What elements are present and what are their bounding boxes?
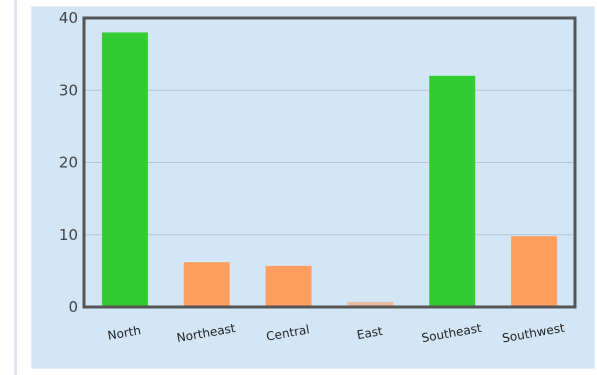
bar-east <box>347 301 394 307</box>
x-category-label: Southwest <box>501 321 566 346</box>
bar-southeast <box>429 75 476 307</box>
plot-frame <box>82 16 577 309</box>
bar-north <box>101 32 148 307</box>
y-tick-label: 0 <box>68 298 78 316</box>
x-category-label: Northeast <box>176 321 237 345</box>
bar-central <box>265 265 312 307</box>
x-category-label: East <box>356 324 384 342</box>
x-category-label: Central <box>265 322 310 343</box>
y-tick-label: 20 <box>59 154 78 172</box>
x-category-label: Southeast <box>421 321 483 345</box>
y-tick-label: 40 <box>59 9 78 27</box>
y-tick-label: 30 <box>59 81 78 99</box>
x-axis-category-labels: North Northeast Central East Southeast Southw… <box>106 321 565 346</box>
bar-northeast <box>183 262 230 307</box>
x-category-label: North <box>106 323 141 343</box>
left-border <box>14 0 17 375</box>
y-axis-tick-labels: 0 10 20 30 40 <box>59 9 78 316</box>
grid-lines <box>84 89 575 236</box>
y-tick-label: 10 <box>59 226 78 244</box>
bars <box>101 32 558 307</box>
bar-southwest <box>511 236 558 307</box>
